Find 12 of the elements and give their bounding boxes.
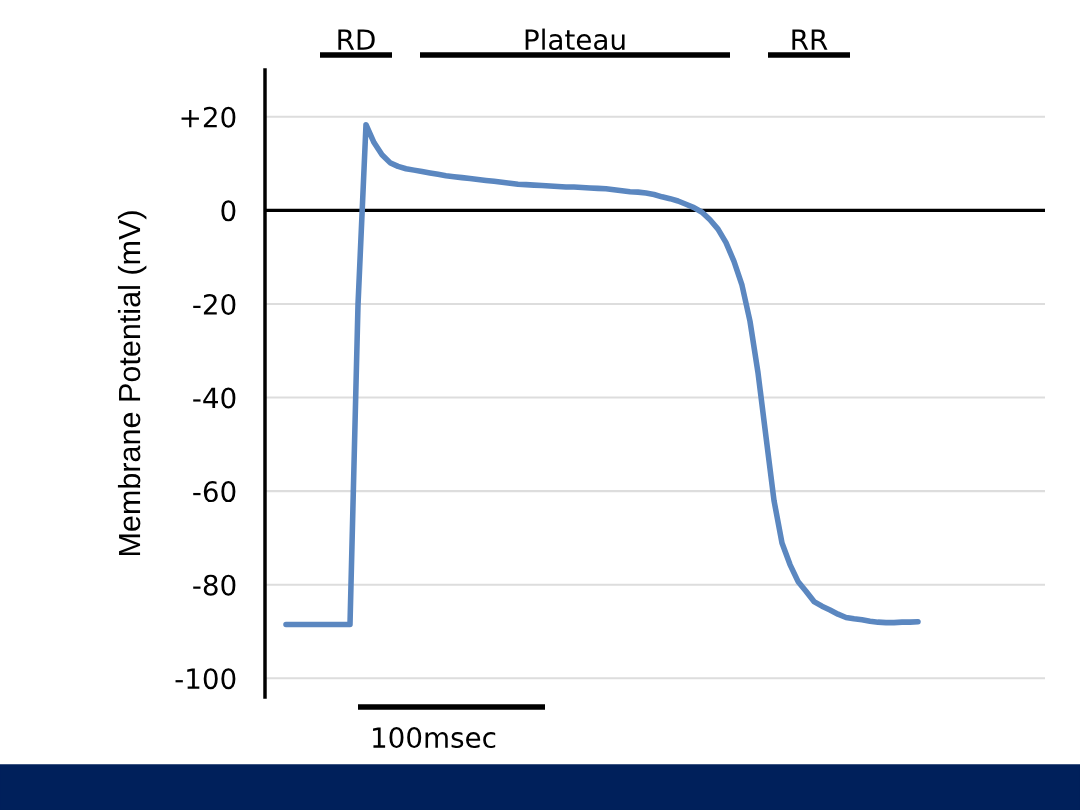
y-tick-label: -80 [193,574,236,596]
text: Plateau [525,28,625,51]
y-tick-label: -100 [175,668,236,690]
y-tick-label: -40 [193,387,236,409]
text: RD [338,29,375,50]
y-tick-label: -60 [193,481,236,503]
text: 100msec [373,727,496,749]
y-tick-label: -20 [193,293,236,315]
text: RR [792,29,828,50]
y-tick-label: 0 [221,200,236,222]
y-tick-label: +20 [181,106,236,128]
y-axis-title: Membrane Potential (mV) [117,211,147,556]
